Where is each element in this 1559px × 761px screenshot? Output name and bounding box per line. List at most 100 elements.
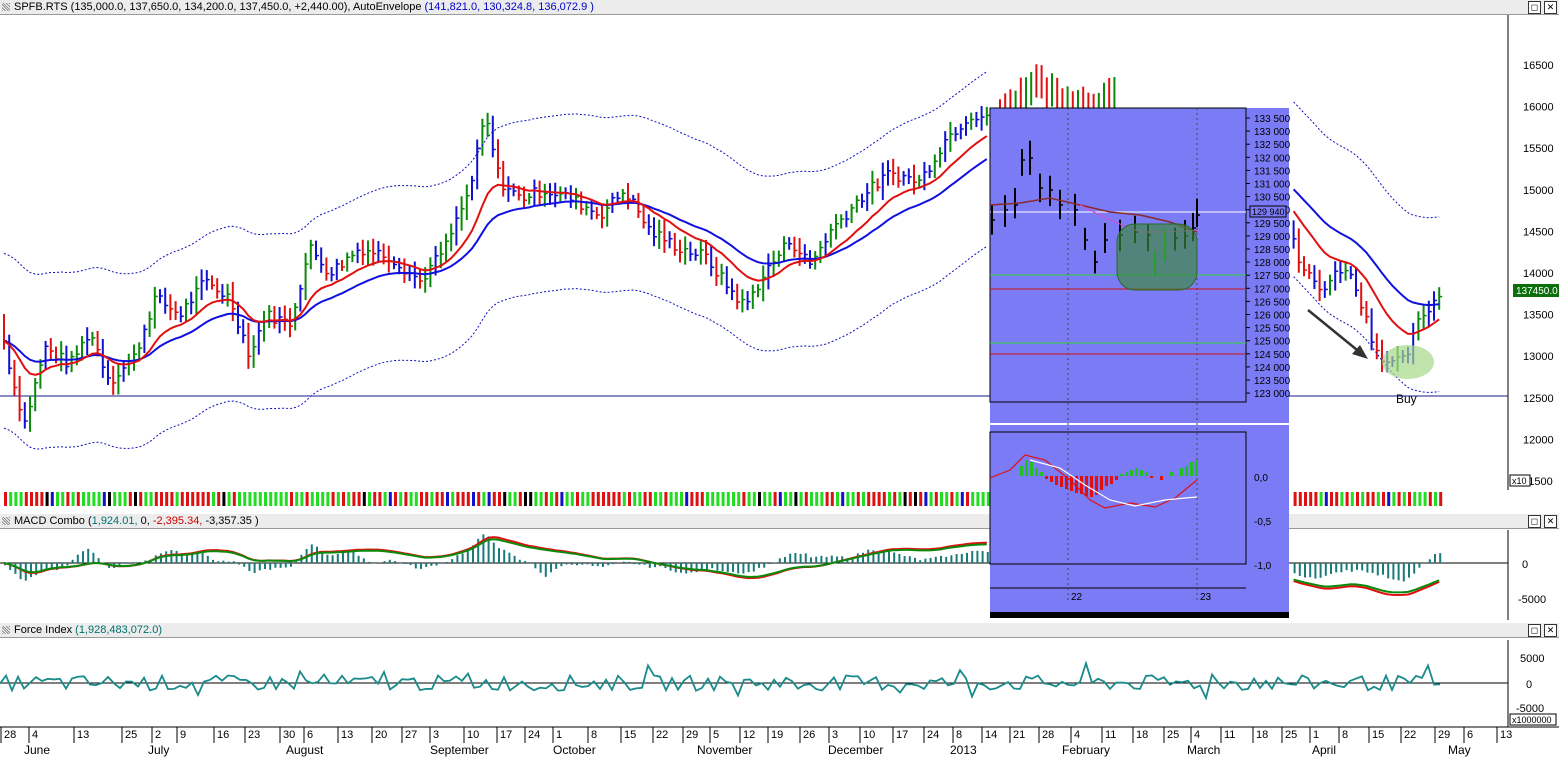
macd-hist-bar [56,563,58,570]
price-bar [497,139,501,179]
price-bar [455,206,460,246]
impulse-bar [154,492,158,506]
macd-hist-bar [550,563,552,573]
close-pane-button[interactable]: ✕ [1544,1,1557,14]
impulse-bar [596,492,600,506]
inset-tick-label: 127 500 [1254,271,1291,282]
impulse-bar [586,492,590,506]
impulse-bar [279,492,283,506]
price-bar [346,252,351,272]
inset-date-1: 23 [1200,592,1212,603]
price-bar [710,245,715,277]
impulse-bar [165,492,169,506]
x-day-label: 25 [1167,729,1179,741]
impulse-bar [425,492,429,506]
x-day-label: 4 [32,729,38,741]
impulse-bar [243,492,247,506]
price-bar [855,195,860,213]
impulse-bar [310,492,314,506]
impulse-bar [446,492,449,506]
price-bar [892,158,897,186]
upper-envelope-line [3,71,988,275]
impulse-bar [352,492,356,506]
inset-macd-bar [1110,476,1113,484]
price-bar [575,187,579,210]
price-tick-label: 14000 [1523,268,1554,280]
macd-hist-bar [622,561,625,563]
price-bar [112,365,117,395]
price-bar [1313,265,1318,290]
price-bar [720,263,725,286]
restore-pane-button[interactable]: ◻ [1528,1,1541,14]
price-bar [1297,228,1302,273]
macd-hist-bar [914,557,916,563]
macd-hist-bar [123,563,126,564]
close-pane-button[interactable]: ✕ [1544,515,1557,528]
macd-hist-bar [654,563,656,568]
impulse-bar [576,492,579,506]
macd-hist-bar [9,563,12,571]
macd-hist-bar [82,551,84,563]
macd-hist-bar [1309,563,1312,578]
price-bar [164,287,169,314]
impulse-bar [1314,492,1318,506]
impulse-bar [768,492,772,506]
macd-hist-bar [1434,554,1436,563]
impulse-bar [550,492,553,506]
impulse-bar [175,492,179,506]
macd-hist-bar [747,563,750,573]
macd-hist-bar [186,553,188,563]
x-day-label: 22 [656,729,668,741]
macd-hist-bar [1402,563,1405,582]
x-day-label: 27 [405,729,417,741]
macd-hist-bar [529,563,532,564]
impulse-bar [1387,492,1391,506]
price-bar [195,276,200,315]
macd-hist-bar [477,538,480,563]
macd-hist-bar [872,550,875,563]
price-tick-label: 12000 [1523,434,1554,446]
macd-hist-bar [742,563,745,574]
close-pane-button[interactable]: ✕ [1544,624,1557,637]
slow-ema-line [1292,188,1440,307]
impulse-bar [836,492,839,506]
impulse-bar [919,492,923,506]
pane-grip-icon[interactable] [2,517,10,525]
inset-macd-bar [1035,468,1038,476]
macd-hist-bar [820,555,823,563]
x-day-label: 29 [1438,729,1450,741]
x-day-label: 16 [217,729,229,741]
impulse-bar [123,492,127,506]
price-bar [975,111,980,128]
pane-grip-icon[interactable] [2,3,10,11]
impulse-bar [373,492,377,506]
x-day-label: 13 [1500,729,1512,741]
inset-tick-label: 123 500 [1254,376,1291,387]
pane-grip-icon[interactable] [2,626,10,634]
restore-pane-button[interactable]: ◻ [1528,515,1541,528]
macd-hist-bar [612,563,615,565]
price-bar [512,183,517,197]
x-day-label: 9 [180,729,186,741]
impulse-bar [40,492,44,506]
impulse-bar [139,492,143,506]
impulse-bar [217,492,221,506]
impulse-bar [274,492,278,506]
inset-macd-bar [1180,468,1183,476]
macd-hist-bar [352,550,355,563]
price-bar [1433,291,1437,321]
macd-hist-bar [773,562,776,563]
restore-pane-button[interactable]: ◻ [1528,624,1541,637]
inset-tick-label: 126 000 [1254,311,1291,322]
price-bar [887,160,891,186]
macd-hist-bar [61,563,64,569]
impulse-bar [321,492,325,506]
macd-hist-bar [362,558,365,563]
x-day-label: 21 [1013,729,1025,741]
impulse-bar [794,492,798,506]
inset-tick-label: 132 000 [1254,153,1291,164]
x-day-label: 8 [956,729,962,741]
macd-hist-bar [1439,553,1442,563]
impulse-bar [934,492,938,506]
